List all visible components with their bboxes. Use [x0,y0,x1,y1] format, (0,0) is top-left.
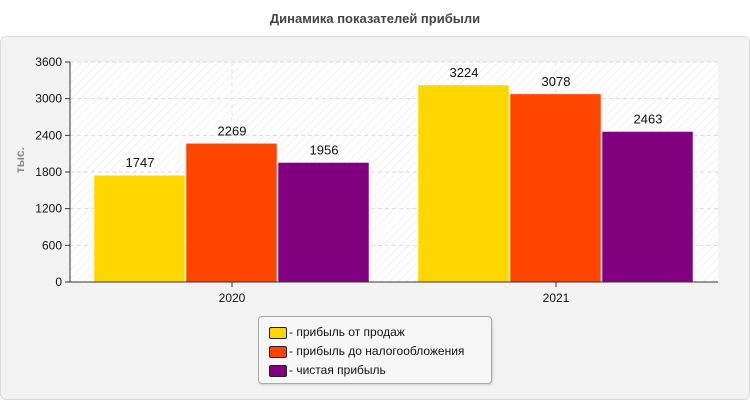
y-tick-label: 3000 [35,92,62,106]
bar [185,143,278,283]
bar-value-label: 2269 [218,123,247,138]
bar-value-label: 3224 [450,65,479,80]
y-tick-label: 2400 [35,128,62,142]
bar-value-label: 3078 [542,74,571,89]
y-tick-label: 0 [55,275,62,289]
bar-value-label: 1747 [126,155,155,170]
legend-swatch-pretax-profit [269,346,287,358]
y-tick-label: 1200 [35,202,62,216]
bar-value-label: 2463 [634,111,663,126]
chart-title: Динамика показателей прибыли [269,11,481,26]
legend-label: - чистая прибыль [289,363,386,377]
legend: - прибыль от продаж - прибыль до налогоо… [258,316,492,384]
bar [601,131,694,283]
y-tick-label: 600 [42,238,62,252]
y-tick-label: 3600 [35,55,62,69]
legend-swatch-sales-profit [269,327,287,339]
bar [93,174,186,283]
y-tick-label: 1800 [35,165,62,179]
x-tick-label: 2021 [543,291,570,305]
bar-value-label: 1956 [310,142,339,157]
legend-label: - прибыль до налогообложения [289,344,465,358]
bar [277,162,370,283]
bar [509,93,602,283]
bar [417,84,510,283]
legend-label: - прибыль от продаж [289,325,405,339]
legend-swatch-net-profit [269,365,287,377]
x-tick-label: 2020 [219,291,246,305]
y-axis-label: тыс. [13,147,27,173]
